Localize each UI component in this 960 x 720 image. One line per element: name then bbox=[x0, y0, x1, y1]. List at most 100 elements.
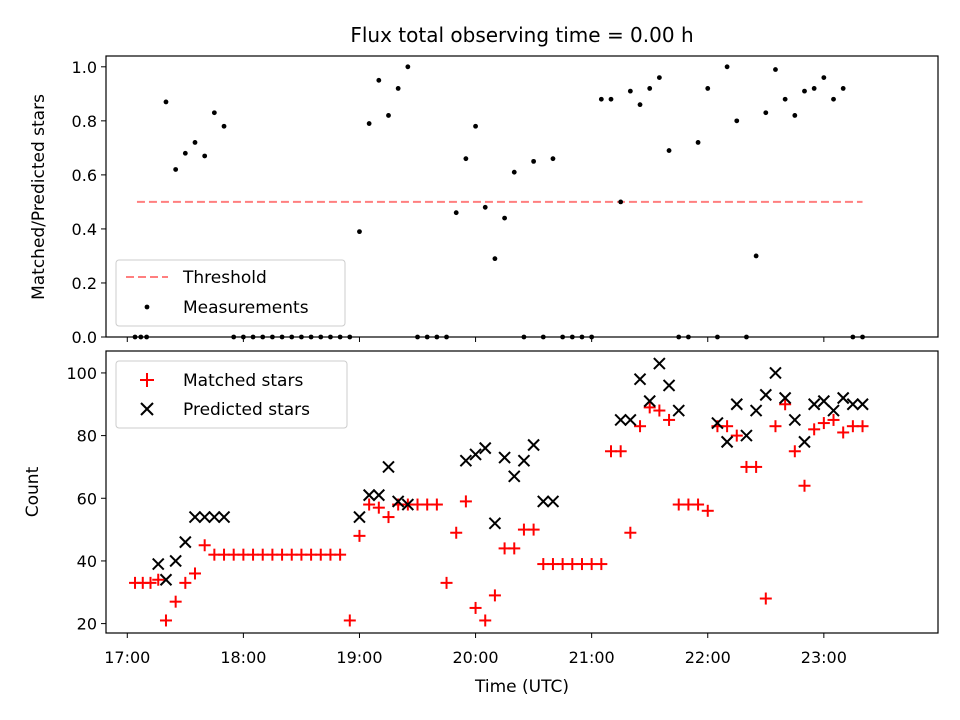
matched-legend-swatch bbox=[140, 373, 154, 387]
x-tick-label: 18:00 bbox=[220, 648, 266, 667]
matched-star-point bbox=[837, 426, 850, 439]
predicted-star-point bbox=[391, 495, 405, 508]
ratio-marks bbox=[132, 64, 865, 340]
measurement-point bbox=[308, 334, 314, 340]
predicted-star-point bbox=[633, 372, 647, 386]
predicted-star-point bbox=[517, 454, 531, 467]
predicted-star-point bbox=[498, 451, 511, 464]
matched-star-point bbox=[198, 539, 211, 552]
measurement-point bbox=[724, 64, 730, 70]
predicted-star-point bbox=[662, 379, 676, 392]
predicted-star-point bbox=[788, 413, 802, 427]
measurement-point bbox=[395, 86, 401, 91]
predicted-star-point bbox=[856, 398, 869, 411]
predicted-star-point bbox=[527, 438, 540, 452]
measurement-point bbox=[444, 334, 449, 340]
matched-star-point bbox=[152, 573, 165, 586]
predicted-star-point bbox=[798, 435, 811, 449]
measurement-point bbox=[579, 334, 585, 340]
matched-star-point bbox=[169, 595, 182, 608]
matched-star-point bbox=[179, 576, 192, 589]
matched-star-point bbox=[343, 614, 356, 627]
matched-star-point bbox=[459, 495, 472, 508]
matched-star-point bbox=[701, 504, 714, 517]
count-y-axis: 20 40 60 80 100 bbox=[66, 364, 106, 634]
matched-star-point bbox=[508, 542, 521, 555]
predicted-star-point bbox=[508, 470, 521, 483]
matched-star-point bbox=[653, 404, 666, 417]
y-tick-label: 0.6 bbox=[72, 166, 97, 185]
measurements-legend-label: Measurements bbox=[183, 298, 309, 318]
matched-star-point bbox=[827, 413, 840, 426]
predicted-star-point bbox=[730, 398, 743, 411]
count-marks bbox=[129, 357, 869, 627]
predicted-star-point bbox=[217, 510, 231, 524]
ratio-y-axis-label: Matched/Predicted stars bbox=[29, 94, 49, 300]
predicted-star-point bbox=[382, 460, 395, 474]
measurement-point bbox=[202, 153, 208, 159]
measurement-point bbox=[279, 334, 285, 340]
predicted-star-point bbox=[169, 554, 182, 568]
predicted-star-point bbox=[401, 498, 415, 511]
measurement-point bbox=[531, 158, 537, 164]
measurement-point bbox=[550, 156, 556, 162]
x-axis-label: Time (UTC) bbox=[474, 677, 569, 697]
measurement-point bbox=[656, 75, 662, 81]
x-tick-label: 21:00 bbox=[569, 648, 615, 667]
measurement-point bbox=[289, 334, 295, 340]
measurement-point bbox=[860, 334, 865, 340]
y-tick-label: 20 bbox=[77, 615, 97, 634]
count-legend: Matched stars Predicted stars bbox=[115, 360, 348, 429]
predicted-star-point bbox=[372, 488, 386, 502]
matched-star-point bbox=[469, 601, 482, 614]
matched-legend-label: Matched stars bbox=[183, 371, 303, 391]
predicted-star-point bbox=[624, 413, 637, 427]
x-tick-label: 20:00 bbox=[453, 648, 499, 667]
predicted-star-point bbox=[769, 366, 782, 380]
predicted-star-point bbox=[198, 510, 211, 524]
measurement-point bbox=[521, 334, 527, 340]
predicted-star-point bbox=[353, 510, 366, 524]
measurement-point bbox=[492, 256, 498, 262]
measurement-point bbox=[453, 210, 459, 216]
measurement-point bbox=[802, 88, 807, 94]
predicted-star-point bbox=[152, 557, 165, 571]
ratio-legend-box bbox=[115, 259, 346, 327]
y-tick-label: 80 bbox=[77, 427, 97, 446]
measurement-point bbox=[647, 86, 653, 91]
count-plot-frame bbox=[105, 350, 939, 634]
predicted-star-point bbox=[846, 398, 860, 411]
measurement-point bbox=[753, 253, 759, 259]
measurement-point bbox=[211, 110, 217, 116]
predicted-star-point bbox=[711, 416, 724, 430]
measurement-point bbox=[260, 334, 266, 340]
measurement-point bbox=[511, 169, 517, 175]
matched-star-point bbox=[144, 576, 157, 589]
matched-star-point bbox=[856, 420, 869, 433]
measurement-point bbox=[138, 334, 144, 340]
matched-star-point bbox=[595, 558, 608, 571]
matched-star-point bbox=[721, 420, 734, 433]
y-tick-label: 40 bbox=[77, 552, 97, 571]
matched-star-point bbox=[382, 511, 395, 524]
predicted-star-point bbox=[778, 391, 792, 405]
x-tick-label: 17:00 bbox=[104, 648, 150, 667]
predicted-star-point bbox=[672, 404, 685, 417]
predicted-star-point bbox=[208, 510, 221, 524]
ratio-y-axis: 0.0 0.2 0.4 0.6 0.8 1.0 bbox=[72, 58, 106, 347]
x-tick-label: 22:00 bbox=[685, 648, 731, 667]
measurement-point bbox=[424, 334, 430, 340]
measurement-point bbox=[792, 113, 798, 118]
ratio-plot: 0.0 0.2 0.4 0.6 0.8 1.0 Matched/Predicted sta… bbox=[29, 55, 939, 347]
count-legend-box bbox=[115, 360, 348, 429]
measurement-point bbox=[192, 140, 198, 145]
measurement-point bbox=[715, 334, 720, 340]
matched-star-point bbox=[353, 529, 366, 542]
predicted-star-point bbox=[546, 495, 560, 508]
measurement-point bbox=[627, 88, 633, 94]
predicted-star-point bbox=[643, 394, 656, 408]
measurement-point bbox=[405, 64, 411, 70]
measurement-point bbox=[618, 199, 624, 205]
measurement-point bbox=[366, 121, 372, 126]
